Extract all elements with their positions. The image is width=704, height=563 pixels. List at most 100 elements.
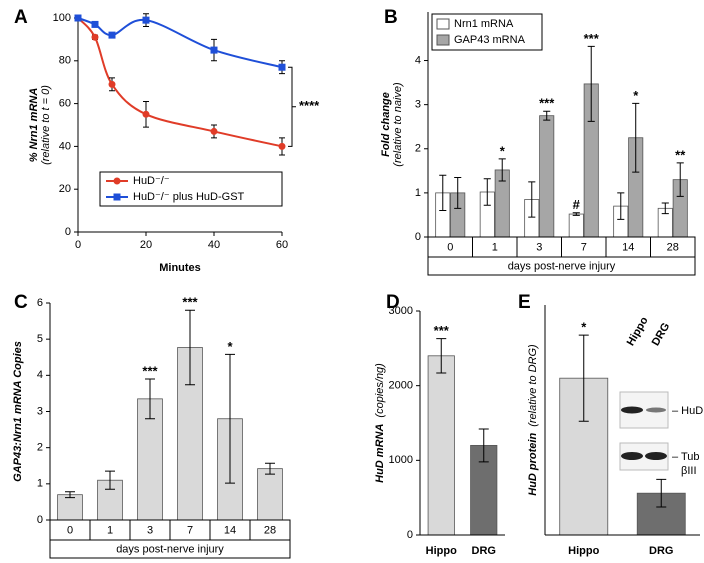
significance-label: ** <box>675 147 686 162</box>
y-tick-label: 60 <box>59 98 71 110</box>
data-point <box>91 20 99 28</box>
error-bar <box>225 353 235 484</box>
blot-inset <box>619 391 669 471</box>
data-point <box>108 31 116 39</box>
error-bar <box>483 178 491 206</box>
error-bar <box>632 102 640 173</box>
y-axis-title: Fold change <box>380 92 392 157</box>
y-axis-subtitle: (relative to DRG) <box>527 344 539 427</box>
x-tick-label: 28 <box>264 524 276 536</box>
y-tick-label: 0 <box>407 529 413 541</box>
error-bar <box>656 478 667 508</box>
legend-label: Nrn1 mRNA <box>454 18 514 30</box>
blot-band-label: βIII <box>681 465 697 477</box>
blot-lane-label: Hippo <box>625 315 651 348</box>
significance-label: *** <box>539 96 555 111</box>
legend-label: HuD⁻/⁻ plus HuD-GST <box>133 191 245 203</box>
x-tick-label: Hippo <box>568 545 599 557</box>
error-bar <box>578 334 589 422</box>
legend-swatch <box>436 34 450 46</box>
y-tick-label: 4 <box>415 54 421 66</box>
error-bar <box>185 309 195 386</box>
y-tick-label: 0 <box>415 231 421 243</box>
error-bar <box>617 192 625 220</box>
y-tick-label: 80 <box>59 55 71 67</box>
blot-band <box>645 452 667 460</box>
blot-band <box>646 407 666 413</box>
x-axis-title: days post-nerve injury <box>508 260 616 272</box>
error-bar <box>439 174 447 212</box>
y-tick-label: 4 <box>37 369 43 381</box>
error-bar <box>265 462 275 475</box>
panel-label: D <box>386 292 400 313</box>
bar <box>568 213 584 238</box>
blot-band-label: – Tub <box>672 451 700 463</box>
x-tick-label: 0 <box>447 241 453 253</box>
y-axis-title: HuD mRNA <box>374 424 386 483</box>
y-axis-label: HuD mRNA (copies/ng) <box>374 363 386 483</box>
data-point <box>142 16 150 24</box>
bar <box>57 494 83 521</box>
x-tick-label: 3 <box>147 524 153 536</box>
legend-label: HuD⁻/⁻ <box>133 175 170 187</box>
y-tick-label: 3 <box>37 405 43 417</box>
x-tick-label: 60 <box>276 239 288 251</box>
x-tick-label: Hippo <box>426 545 457 557</box>
error-bar <box>454 176 462 209</box>
x-tick-label: 28 <box>667 241 679 253</box>
data-point <box>210 127 218 135</box>
x-tick-label: 1 <box>107 524 113 536</box>
error-bar <box>436 338 447 374</box>
bar <box>257 468 283 521</box>
x-axis-title: days post-nerve injury <box>116 543 224 555</box>
legend-swatch <box>436 18 450 30</box>
legend-box <box>431 13 543 51</box>
data-point <box>108 80 116 88</box>
significance-label: **** <box>299 98 320 113</box>
error-bar <box>498 158 506 182</box>
panel-label: C <box>14 292 28 313</box>
y-tick-label: 1 <box>415 187 421 199</box>
significance-label: * <box>581 320 587 335</box>
error-bar <box>145 378 155 420</box>
x-tick-label: 14 <box>224 524 236 536</box>
y-tick-label: 0 <box>37 514 43 526</box>
blot-band-label: – HuD <box>672 405 703 417</box>
y-tick-label: 3000 <box>389 305 413 317</box>
significance-label: *** <box>182 295 198 310</box>
y-tick-label: 20 <box>59 183 71 195</box>
significance-bracket <box>288 66 296 147</box>
blot-lane-label: DRG <box>650 321 673 348</box>
x-tick-label: 7 <box>581 241 587 253</box>
panel-label: B <box>384 7 398 28</box>
significance-label: # <box>573 197 581 212</box>
blot-band <box>621 452 643 460</box>
x-tick-label: 7 <box>187 524 193 536</box>
blot-band <box>621 406 643 414</box>
y-tick-label: 3 <box>415 99 421 111</box>
significance-label: * <box>227 339 233 354</box>
x-tick-label: 3 <box>536 241 542 253</box>
x-tick-label: 0 <box>67 524 73 536</box>
x-tick-label: 14 <box>622 241 634 253</box>
legend-marker <box>113 177 121 185</box>
y-tick-label: 40 <box>59 140 71 152</box>
x-tick-label: DRG <box>472 545 496 557</box>
error-bar <box>676 162 684 197</box>
data-point <box>142 110 150 118</box>
significance-label: * <box>633 88 639 103</box>
y-tick-label: 6 <box>37 297 43 309</box>
bar <box>539 115 555 238</box>
error-bar <box>65 491 75 499</box>
legend-box <box>99 171 283 207</box>
significance-label: *** <box>434 323 450 338</box>
significance-label: *** <box>584 31 600 46</box>
error-bar <box>105 470 115 490</box>
y-axis-subtitle: (copies/ng) <box>374 363 386 418</box>
data-point <box>210 46 218 54</box>
y-axis-subtitle: (relative to naive) <box>392 82 404 167</box>
error-bar <box>587 45 595 122</box>
x-axis-title: Minutes <box>159 262 201 274</box>
y-tick-label: 1 <box>37 478 43 490</box>
